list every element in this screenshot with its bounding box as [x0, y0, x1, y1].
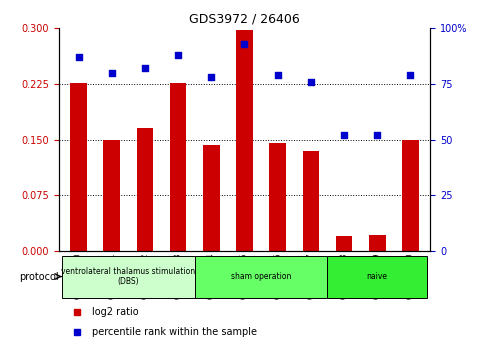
Text: protocol: protocol [19, 272, 59, 281]
Text: ventrolateral thalamus stimulation
(DBS): ventrolateral thalamus stimulation (DBS) [61, 267, 195, 286]
FancyBboxPatch shape [62, 256, 194, 298]
Bar [401, 139, 418, 251]
Bar [236, 30, 252, 251]
Point [108, 70, 116, 76]
Bar [136, 128, 153, 251]
Point [306, 79, 314, 85]
FancyBboxPatch shape [327, 256, 426, 298]
Bar [70, 83, 87, 251]
Text: percentile rank within the sample: percentile rank within the sample [92, 327, 257, 337]
Text: log2 ratio: log2 ratio [92, 307, 139, 317]
Bar [302, 152, 319, 251]
Point [141, 65, 148, 71]
Point [240, 41, 248, 47]
Bar [335, 236, 352, 251]
Point [174, 52, 182, 58]
FancyBboxPatch shape [194, 256, 327, 298]
Point [340, 132, 347, 138]
Text: naive: naive [366, 272, 387, 281]
Point [75, 55, 82, 60]
Bar [169, 83, 186, 251]
Text: sham operation: sham operation [230, 272, 291, 281]
Bar [103, 139, 120, 251]
Point [406, 72, 413, 78]
Point [207, 74, 215, 80]
Title: GDS3972 / 26406: GDS3972 / 26406 [189, 13, 299, 26]
Point [273, 72, 281, 78]
Bar [203, 145, 219, 251]
Bar [269, 143, 285, 251]
Bar [368, 234, 385, 251]
Point [372, 132, 380, 138]
